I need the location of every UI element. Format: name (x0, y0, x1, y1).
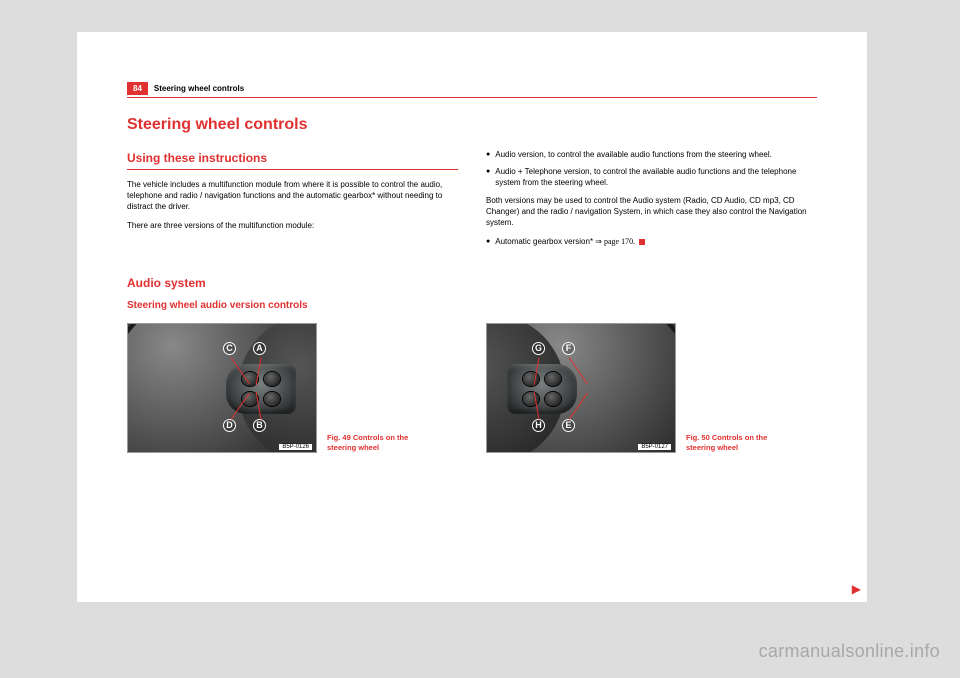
callout-label: B (253, 419, 266, 432)
bullet-text: Automatic gearbox version* ⇒ page 170. (495, 237, 645, 248)
figure-49: C A D B B5P-0126 Fig. 49 Controls on the… (127, 323, 458, 453)
body-paragraph: The vehicle includes a multifunction mod… (127, 180, 458, 212)
caption-line: steering wheel (327, 443, 379, 452)
continued-arrow-icon: ▶ (852, 582, 861, 596)
caption-line: steering wheel (686, 443, 738, 452)
end-of-section-icon (639, 239, 645, 245)
caption-line: Fig. 49 Controls on the (327, 433, 408, 442)
bullet-icon: ● (486, 167, 490, 189)
callout-label: F (562, 342, 575, 355)
wheel-button (545, 372, 561, 386)
image-reference-code: B5P-0127 (638, 444, 671, 450)
steering-wheel-image-left: C A D B B5P-0126 (127, 323, 317, 453)
bullet-text-prefix: Automatic gearbox version* (495, 237, 595, 246)
callout-label: E (562, 419, 575, 432)
right-column: ● Audio version, to control the availabl… (486, 150, 817, 254)
image-reference-code: B5P-0126 (279, 444, 312, 450)
figure-row: C A D B B5P-0126 Fig. 49 Controls on the… (127, 323, 817, 453)
section-heading-audio: Audio system (127, 276, 817, 290)
wheel-button (264, 392, 280, 406)
callout-label: G (532, 342, 545, 355)
two-column-block: Using these instructions The vehicle inc… (127, 150, 817, 254)
figure-50: G F H E B5P-0127 Fig. 50 Controls on the… (486, 323, 817, 453)
body-paragraph: There are three versions of the multifun… (127, 221, 458, 232)
caption-line: Fig. 50 Controls on the (686, 433, 767, 442)
page-content: 84 Steering wheel controls Steering whee… (77, 32, 867, 453)
subsection-heading: Steering wheel audio version controls (127, 300, 817, 311)
watermark-text: carmanualsonline.info (759, 641, 940, 662)
manual-page: 84 Steering wheel controls Steering whee… (77, 32, 867, 602)
bullet-text: Audio + Telephone version, to control th… (495, 167, 817, 189)
figure-caption: Fig. 50 Controls on the steering wheel (686, 433, 776, 453)
page-title: Steering wheel controls (127, 116, 817, 134)
figure-caption: Fig. 49 Controls on the steering wheel (327, 433, 417, 453)
callout-label: H (532, 419, 545, 432)
callout-label: D (223, 419, 236, 432)
button-cluster (523, 372, 561, 406)
body-paragraph: Both versions may be used to control the… (486, 196, 817, 228)
page-number-badge: 84 (127, 82, 148, 95)
bullet-text: Audio version, to control the available … (495, 150, 772, 161)
running-header: 84 Steering wheel controls (127, 82, 817, 98)
steering-wheel-image-right: G F H E B5P-0127 (486, 323, 676, 453)
list-item: ● Audio + Telephone version, to control … (486, 167, 817, 189)
callout-label: A (253, 342, 266, 355)
list-item: ● Automatic gearbox version* ⇒ page 170. (486, 237, 817, 248)
running-title: Steering wheel controls (154, 84, 244, 93)
callout-label: C (223, 342, 236, 355)
button-cluster (242, 372, 280, 406)
bullet-icon: ● (486, 237, 490, 248)
bullet-icon: ● (486, 150, 490, 161)
left-column: Using these instructions The vehicle inc… (127, 150, 458, 254)
section-heading-instructions: Using these instructions (127, 150, 458, 170)
wheel-button (264, 372, 280, 386)
page-reference: ⇒ page 170. (595, 237, 635, 246)
wheel-button (545, 392, 561, 406)
list-item: ● Audio version, to control the availabl… (486, 150, 817, 161)
bullet-list: ● Audio version, to control the availabl… (486, 150, 817, 188)
